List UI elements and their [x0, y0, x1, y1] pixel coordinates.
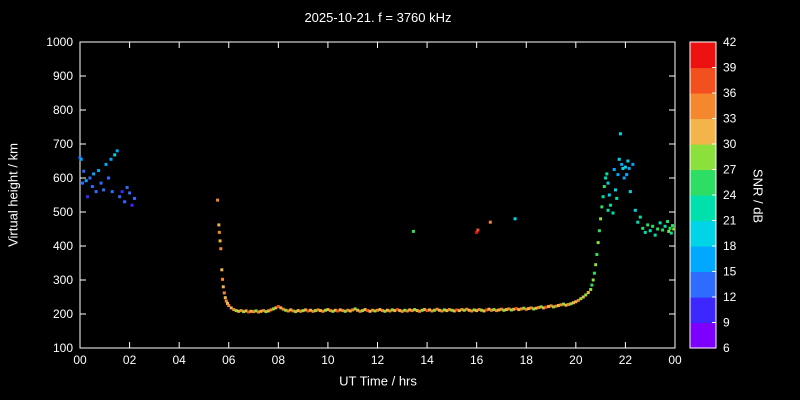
svg-text:33: 33 — [723, 112, 737, 126]
svg-text:30: 30 — [723, 137, 737, 151]
svg-text:14: 14 — [420, 353, 434, 367]
svg-text:00: 00 — [668, 353, 682, 367]
svg-text:22: 22 — [619, 353, 633, 367]
svg-text:18: 18 — [520, 353, 534, 367]
svg-text:100: 100 — [53, 341, 73, 355]
svg-text:800: 800 — [53, 103, 73, 117]
x-axis-label: UT Time / hrs — [339, 373, 417, 389]
svg-text:36: 36 — [723, 86, 737, 100]
svg-text:06: 06 — [222, 353, 236, 367]
svg-text:21: 21 — [723, 214, 737, 228]
svg-text:08: 08 — [272, 353, 286, 367]
svg-text:900: 900 — [53, 69, 73, 83]
svg-text:42: 42 — [723, 35, 737, 49]
svg-text:300: 300 — [53, 273, 73, 287]
svg-text:500: 500 — [53, 205, 73, 219]
svg-text:24: 24 — [723, 188, 737, 202]
svg-text:9: 9 — [723, 316, 730, 330]
svg-text:02: 02 — [123, 353, 137, 367]
svg-text:04: 04 — [172, 353, 186, 367]
svg-text:39: 39 — [723, 61, 737, 75]
svg-text:18: 18 — [723, 239, 737, 253]
svg-text:16: 16 — [470, 353, 484, 367]
svg-text:15: 15 — [723, 265, 737, 279]
svg-text:10: 10 — [321, 353, 335, 367]
svg-text:200: 200 — [53, 307, 73, 321]
svg-text:1000: 1000 — [46, 35, 73, 49]
svg-text:27: 27 — [723, 163, 737, 177]
svg-text:700: 700 — [53, 137, 73, 151]
svg-text:00: 00 — [73, 353, 87, 367]
svg-text:12: 12 — [371, 353, 385, 367]
svg-text:600: 600 — [53, 171, 73, 185]
svg-text:20: 20 — [569, 353, 583, 367]
svg-text:12: 12 — [723, 290, 737, 304]
svg-text:6: 6 — [723, 341, 730, 355]
chart-title: 2025-10-21. f = 3760 kHz — [304, 10, 452, 25]
svg-text:400: 400 — [53, 239, 73, 253]
